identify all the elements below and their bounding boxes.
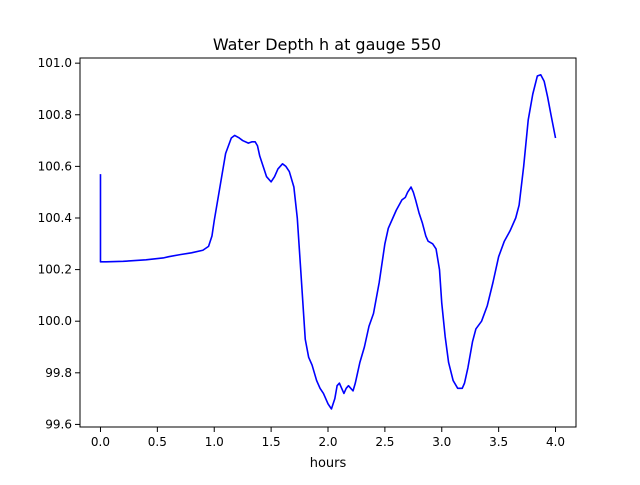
- x-tick-label: 4.0: [546, 435, 565, 449]
- x-tick-label: 3.5: [489, 435, 508, 449]
- x-tick-label: 2.5: [375, 435, 394, 449]
- axes-frame: [79, 57, 577, 428]
- x-tick-label: 3.0: [432, 435, 451, 449]
- y-tick-label: 101.0: [38, 56, 72, 70]
- y-tick-label: 100.6: [38, 159, 72, 173]
- series-line: [99, 73, 557, 410]
- y-tick-label: 100.0: [38, 314, 72, 328]
- y-tick-label: 100.2: [38, 263, 72, 277]
- x-axis-label: hours: [310, 456, 347, 471]
- y-tick-label: 100.4: [38, 211, 72, 225]
- y-axis-ticks: 99.6 99.8 100.0 100.2 100.4 100.6 100.8 101.0: [38, 56, 80, 431]
- y-tick-label: 100.8: [38, 108, 72, 122]
- x-axis-ticks: 0.0 0.5 1.0 1.5 2.0 2.5 3.0 3.5 4.0: [91, 427, 565, 449]
- chart-title: Water Depth h at gauge 550: [213, 35, 441, 54]
- x-tick-label: 2.0: [318, 435, 337, 449]
- x-tick-label: 1.5: [262, 435, 281, 449]
- x-tick-label: 0.5: [148, 435, 167, 449]
- y-tick-label: 99.6: [45, 417, 72, 431]
- x-tick-label: 0.0: [91, 435, 110, 449]
- y-tick-label: 99.8: [45, 366, 72, 380]
- x-tick-label: 1.0: [205, 435, 224, 449]
